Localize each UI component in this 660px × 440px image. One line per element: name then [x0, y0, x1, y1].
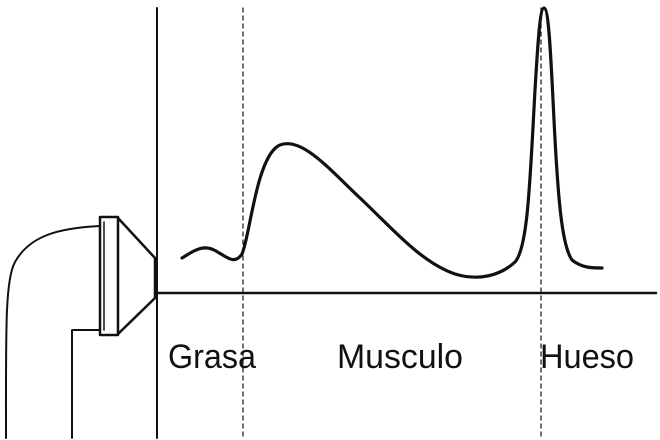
cable-lead	[71, 329, 101, 439]
transducer-body	[98, 215, 120, 337]
cable	[4, 225, 101, 439]
echo-trace	[180, 6, 604, 279]
bone-label: Hueso	[540, 338, 634, 376]
muscle-label: Musculo	[337, 338, 463, 376]
transducer-head	[116, 216, 157, 336]
fat-label: Grasa	[168, 338, 256, 376]
